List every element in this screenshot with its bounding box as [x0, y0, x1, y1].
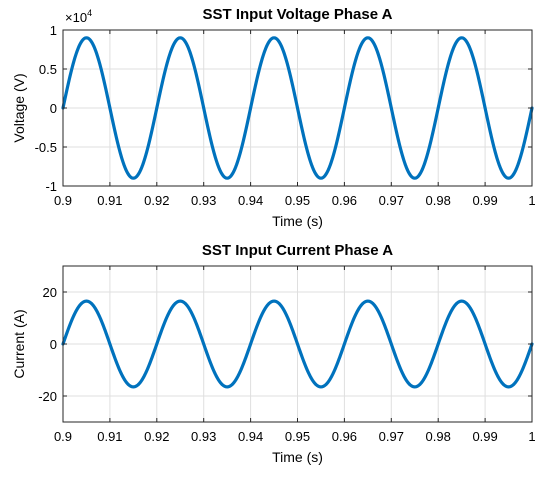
chart2-x-tick-label: 0.91	[97, 429, 122, 444]
chart1-x-tick-label: 1	[528, 193, 535, 208]
chart2-x-tick-label: 0.96	[332, 429, 357, 444]
chart2-x-tick-label: 0.98	[426, 429, 451, 444]
chart1-x-tick-label: 0.91	[97, 193, 122, 208]
chart1-x-tick-label: 0.97	[379, 193, 404, 208]
chart1-x-axis-label: Time (s)	[272, 213, 323, 229]
chart2-x-tick-label: 0.92	[144, 429, 169, 444]
chart1-title: SST Input Voltage Phase A	[202, 6, 392, 23]
chart1-y-tick-label: 1	[50, 23, 57, 38]
chart2-y-tick-label: 20	[43, 285, 57, 300]
chart2-title: SST Input Current Phase A	[202, 242, 393, 259]
chart1: 0.9 0.91 0.92 0.93 0.94 0.95 0.96 0.97 0.98 0.99 1…	[11, 6, 536, 229]
chart2-x-tick-label: 1	[528, 429, 535, 444]
chart2-y-axis-label: Current (A)	[11, 309, 27, 378]
chart1-x-tick-label: 0.92	[144, 193, 169, 208]
chart1-series-line	[61, 36, 534, 180]
chart2-series-line	[61, 299, 534, 389]
chart1-y-tick-label: 0	[50, 101, 57, 116]
chart2-x-tick-label: 0.9	[54, 429, 72, 444]
chart1-y-tick-label: 0.5	[39, 62, 57, 77]
chart2-x-tick-label: 0.94	[238, 429, 263, 444]
chart2: 0.9 0.91 0.92 0.93 0.94 0.95 0.96 0.97 0.98 0.99 1…	[11, 242, 536, 465]
chart1-x-tick-label: 0.99	[472, 193, 497, 208]
chart2-y-tick-label: 0	[50, 337, 57, 352]
chart1-x-tick-label: 0.95	[285, 193, 310, 208]
chart1-x-tick-label: 0.9	[54, 193, 72, 208]
chart1-x-tick-label: 0.93	[191, 193, 216, 208]
chart1-x-tick-label: 0.96	[332, 193, 357, 208]
chart1-y-axis-label: Voltage (V)	[11, 73, 27, 142]
chart1-x-tick-label: 0.98	[426, 193, 451, 208]
chart2-x-axis-label: Time (s)	[272, 449, 323, 465]
chart1-y-exponent-label: ×104	[65, 8, 92, 25]
chart1-y-tick-label: -0.5	[35, 140, 57, 155]
chart2-x-tick-label: 0.93	[191, 429, 216, 444]
chart2-x-tick-label: 0.95	[285, 429, 310, 444]
chart2-y-tick-label: -20	[38, 389, 57, 404]
chart1-x-tick-label: 0.94	[238, 193, 263, 208]
chart2-x-tick-label: 0.97	[379, 429, 404, 444]
chart2-x-tick-label: 0.99	[472, 429, 497, 444]
chart1-y-exponent-power: 4	[87, 8, 92, 18]
chart1-y-tick-label: -1	[45, 179, 57, 194]
chart1-y-exponent-base: ×10	[65, 10, 87, 25]
